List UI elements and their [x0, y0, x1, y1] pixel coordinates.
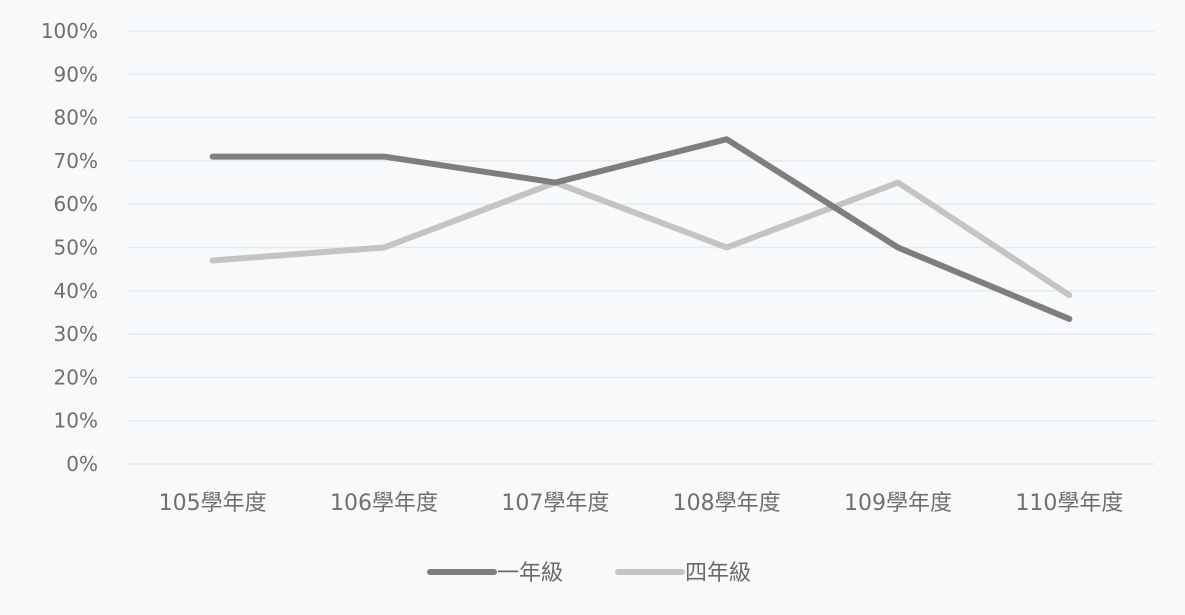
y-tick-label: 10%: [54, 409, 98, 433]
y-tick-label: 100%: [41, 19, 98, 43]
y-tick-label: 0%: [66, 452, 98, 476]
y-tick-label: 40%: [54, 279, 98, 303]
y-tick-label: 90%: [54, 62, 98, 86]
y-tick-label: 30%: [54, 322, 98, 346]
x-tick-label: 106學年度: [330, 491, 438, 516]
series-line-1: [209, 136, 1073, 322]
x-tick-label: 105學年度: [159, 491, 267, 516]
y-tick-label: 70%: [54, 149, 98, 173]
y-tick-label: 20%: [54, 365, 98, 389]
x-tick-label: 107學年度: [501, 491, 609, 516]
y-tick-label: 50%: [54, 236, 98, 260]
legend-label: 四年級: [685, 561, 751, 586]
x-tick-label: 110學年度: [1015, 491, 1123, 516]
legend-label: 一年級: [497, 561, 563, 586]
y-axis-ticks: 0% 10% 20% 30% 40% 50% 60% 70% 80% 90% 100%: [41, 19, 98, 476]
x-tick-label: 108學年度: [673, 491, 781, 516]
series-lines: [209, 136, 1073, 322]
y-tick-label: 60%: [54, 192, 98, 216]
y-tick-label: 80%: [54, 106, 98, 130]
gridlines: [127, 30, 1155, 465]
series-line-2: [209, 179, 1073, 299]
x-tick-label: 109學年度: [844, 491, 952, 516]
legend: 一年級 四年級: [427, 561, 751, 586]
x-axis-ticks: 105學年度 106學年度 107學年度 108學年度 109學年度 110學年度: [159, 491, 1124, 516]
